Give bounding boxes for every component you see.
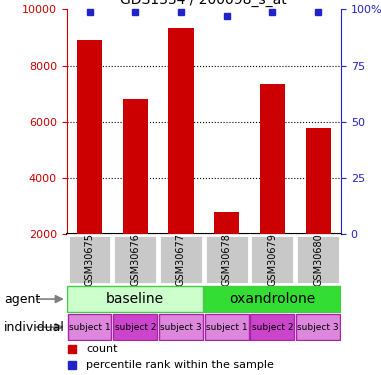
- Text: subject 2: subject 2: [252, 322, 293, 332]
- Text: oxandrolone: oxandrolone: [229, 292, 315, 306]
- Text: count: count: [86, 344, 117, 354]
- Bar: [123, 99, 148, 291]
- Text: subject 2: subject 2: [115, 322, 156, 332]
- Bar: [205, 236, 249, 284]
- Bar: [250, 236, 295, 284]
- Bar: [113, 314, 157, 340]
- Text: baseline: baseline: [106, 292, 164, 306]
- Text: subject 3: subject 3: [297, 322, 339, 332]
- Bar: [296, 236, 340, 284]
- Text: percentile rank within the sample: percentile rank within the sample: [86, 360, 274, 370]
- Bar: [67, 314, 112, 340]
- Bar: [77, 40, 102, 291]
- Bar: [296, 314, 340, 340]
- Bar: [250, 314, 295, 340]
- Bar: [260, 84, 285, 291]
- Bar: [159, 236, 203, 284]
- Bar: [113, 236, 157, 284]
- Bar: [159, 314, 203, 340]
- Bar: [205, 314, 249, 340]
- Text: subject 1: subject 1: [69, 322, 110, 332]
- Text: agent: agent: [4, 292, 40, 306]
- Bar: [168, 28, 194, 291]
- Bar: [67, 236, 112, 284]
- Bar: [306, 128, 331, 291]
- Text: subject 3: subject 3: [160, 322, 202, 332]
- Text: GSM30675: GSM30675: [85, 233, 94, 286]
- Text: individual: individual: [4, 321, 65, 334]
- Bar: [204, 286, 341, 312]
- Title: GDS1334 / 200098_s_at: GDS1334 / 200098_s_at: [120, 0, 287, 7]
- Text: GSM30677: GSM30677: [176, 233, 186, 286]
- Text: GSM30676: GSM30676: [130, 233, 140, 286]
- Text: GSM30678: GSM30678: [222, 233, 232, 286]
- Text: GSM30680: GSM30680: [313, 233, 323, 286]
- Bar: [67, 286, 203, 312]
- Text: subject 1: subject 1: [206, 322, 248, 332]
- Bar: [214, 212, 239, 291]
- Text: GSM30679: GSM30679: [267, 233, 277, 286]
